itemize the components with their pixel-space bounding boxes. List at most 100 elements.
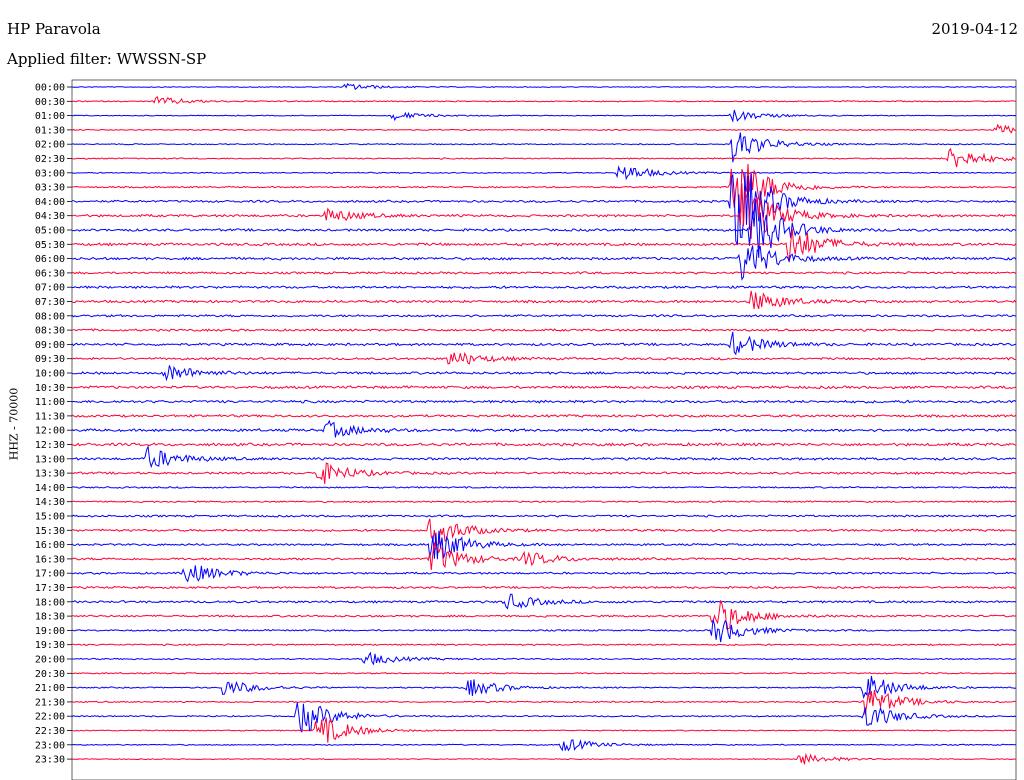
trace-row [71,518,1017,546]
row-time-label: 07:00 [35,283,65,294]
trace-row [71,165,1017,181]
trace-row [72,285,1017,290]
trace-row [71,183,1017,239]
trace-row [71,738,1017,752]
row-time-label: 19:00 [35,626,65,637]
row-time-label: 00:30 [35,97,65,108]
record-date: 2019-04-12 [931,20,1018,38]
trace-row [71,351,1017,365]
trace-row [71,147,1017,168]
row-time-label: 08:30 [35,326,65,337]
row-time-label: 23:30 [35,755,65,766]
trace-row [71,328,1016,332]
trace-row [71,500,1017,504]
row-time-label: 23:00 [35,740,65,751]
trace-row [71,199,1017,258]
row-time-label: 09:00 [35,340,65,351]
row-time-label: 21:30 [35,697,65,708]
row-time-label: 20:00 [35,655,65,666]
row-time-label: 18:30 [35,612,65,623]
trace-row [71,331,1017,356]
trace-row [72,385,1017,390]
row-time-label: 06:00 [35,254,65,265]
trace-row [72,651,1017,666]
trace-row [71,514,1017,518]
row-time-label: 12:00 [35,426,65,437]
row-time-label: 01:00 [35,111,65,122]
trace-row [71,717,1017,743]
trace-row [71,444,1017,469]
row-time-label: 14:30 [35,497,65,508]
row-time-label: 10:30 [35,383,65,394]
trace-row [71,752,1017,765]
trace-row [71,689,1017,715]
row-time-label: 05:30 [35,240,65,251]
trace-row [71,675,1017,700]
row-time-label: 04:30 [35,211,65,222]
row-time-label: 12:30 [35,440,65,451]
row-time-label: 18:00 [35,597,65,608]
filter-label: Applied filter: WWSSN-SP [7,50,207,68]
row-time-label: 05:00 [35,226,65,237]
row-time-label: 16:30 [35,554,65,565]
row-time-label: 13:00 [35,454,65,465]
row-time-label: 07:30 [35,297,65,308]
row-time-label: 08:00 [35,311,65,322]
row-time-label: 03:00 [35,168,65,179]
trace-row [71,643,1017,647]
row-time-label: 09:30 [35,354,65,365]
trace-row [71,585,1017,590]
trace-row [71,593,1017,610]
row-time-label: 04:00 [35,197,65,208]
trace-row [71,172,1017,245]
row-time-label: 16:00 [35,540,65,551]
trace-row [71,600,1017,630]
trace-row [71,132,1017,163]
trace-row [71,83,1017,91]
row-time-label: 03:30 [35,183,65,194]
trace-row [71,123,1016,134]
trace-row [71,228,1017,262]
row-time-label: 22:00 [35,712,65,723]
row-time-label: 22:30 [35,726,65,737]
station-name: HP Paravola [7,20,101,38]
row-time-label: 02:30 [35,154,65,165]
row-time-label: 17:30 [35,583,65,594]
trace-row [71,530,1017,560]
row-time-label: 02:00 [35,140,65,151]
trace-row [71,313,1017,318]
trace-row [71,565,1017,583]
row-time-label: 10:00 [35,369,65,380]
row-time-label: 11:00 [35,397,65,408]
row-time-label: 20:30 [35,669,65,680]
row-time-label: 06:30 [35,268,65,279]
trace-row [71,702,1017,733]
row-time-label: 11:30 [35,411,65,422]
trace-row [71,290,1017,310]
trace-row [71,462,1017,484]
row-time-label: 14:00 [35,483,65,494]
row-time-label: 21:00 [35,683,65,694]
trace-row [71,486,1017,489]
trace-row [71,163,1017,213]
trace-row [71,95,1017,105]
trace-row [71,442,1017,447]
trace-row [71,413,1017,418]
row-time-label: 19:30 [35,640,65,651]
row-time-label: 00:00 [35,83,65,94]
trace-row [71,542,1017,571]
row-time-label: 17:00 [35,569,65,580]
trace-row [71,399,1017,404]
trace-row [71,419,1017,438]
row-time-label: 13:30 [35,469,65,480]
trace-row [71,271,1017,275]
row-time-label: 15:30 [35,526,65,537]
trace-row [71,245,1017,281]
row-time-label: 15:00 [35,512,65,523]
trace-row [71,672,1017,675]
trace-row [71,365,1017,382]
row-time-label: 01:30 [35,125,65,136]
trace-row [71,109,1017,123]
trace-row [71,619,1017,643]
